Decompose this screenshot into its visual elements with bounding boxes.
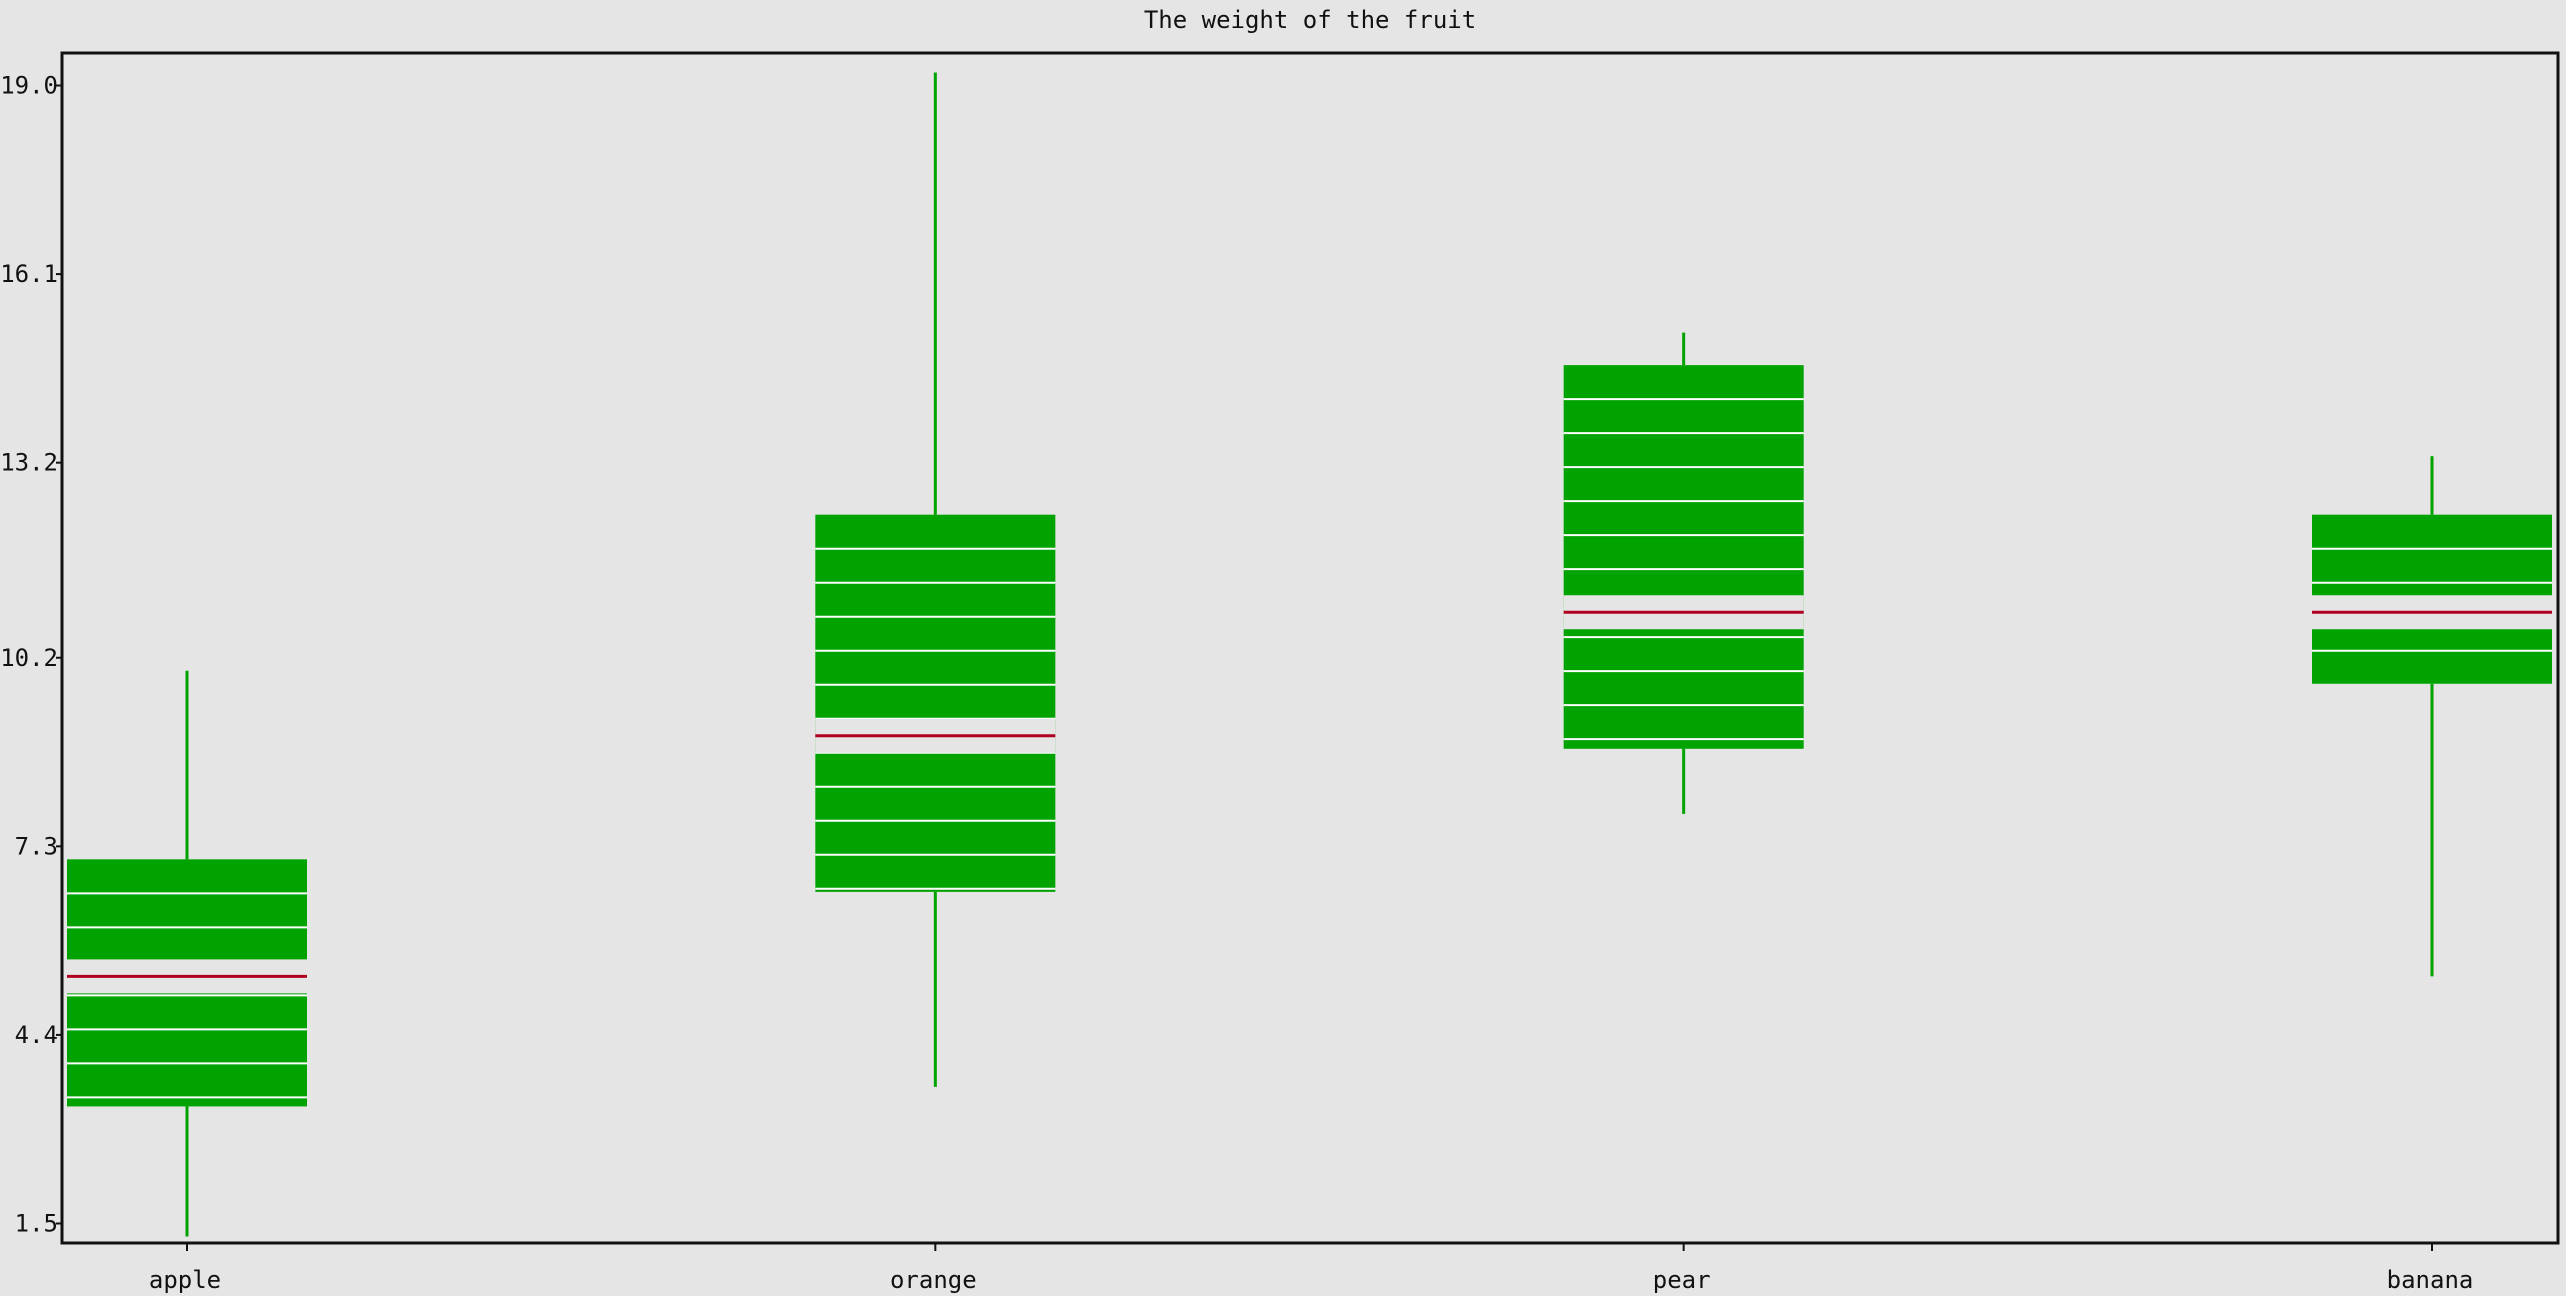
y-tick-label: 1.5	[15, 1209, 58, 1237]
y-tick-label: 13.2	[0, 449, 58, 477]
box-body	[815, 514, 1056, 892]
box-group-pear	[1563, 332, 1804, 814]
y-tick-label: 4.4	[15, 1021, 58, 1049]
x-tick-label: orange	[890, 1266, 977, 1294]
x-tick-label: pear	[1653, 1266, 1711, 1294]
y-tick-label: 16.1	[0, 260, 58, 288]
box-group-orange	[815, 72, 1056, 1087]
y-tick-label: 19.0	[0, 72, 58, 100]
box-group-apple	[67, 670, 307, 1237]
y-axis: 1.5 4.4 7.3 10.2 13.2 16.1 19.0	[0, 72, 62, 1237]
box-body	[1563, 365, 1804, 749]
y-tick-label: 10.2	[0, 644, 58, 672]
x-tick-label: apple	[149, 1266, 221, 1294]
y-tick-label: 7.3	[15, 832, 58, 860]
x-tick-label: banana	[2387, 1266, 2474, 1294]
chart-title: The weight of the fruit	[1144, 6, 1476, 34]
plot-frame	[60, 51, 2560, 1245]
box-group-banana	[2312, 456, 2552, 977]
x-axis: apple orange pear banana	[149, 1243, 2473, 1294]
plot-area	[67, 72, 2552, 1237]
